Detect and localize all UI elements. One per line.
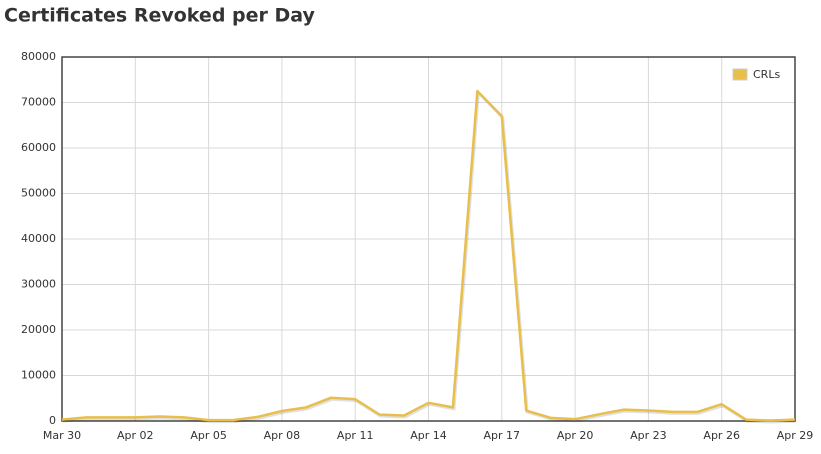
y-tick-label: 70000 <box>21 96 56 109</box>
plot-frame <box>61 56 796 422</box>
x-tick-label: Apr 23 <box>630 429 667 442</box>
y-tick-label: 30000 <box>21 278 56 291</box>
legend-label: CRLs <box>753 68 780 81</box>
y-tick-label: 0 <box>49 414 56 427</box>
x-tick-label: Apr 11 <box>337 429 374 442</box>
y-tick-label: 80000 <box>21 50 56 63</box>
chart-title: Certificates Revoked per Day <box>4 5 316 27</box>
series-line-shadow <box>62 89 797 424</box>
y-tick-label: 10000 <box>21 369 56 382</box>
x-tick-label: Apr 29 <box>777 429 814 442</box>
x-tick-label: Apr 05 <box>190 429 227 442</box>
y-tick-label: 20000 <box>21 323 56 336</box>
x-tick-label: Apr 08 <box>264 429 301 442</box>
x-tick-label: Mar 30 <box>43 429 81 442</box>
x-tick-label: Apr 17 <box>484 429 521 442</box>
series-line <box>61 89 796 422</box>
y-tick-label: 60000 <box>21 141 56 154</box>
x-tick-label: Apr 02 <box>117 429 154 442</box>
y-tick-label: 50000 <box>21 187 56 200</box>
x-tick-label: Apr 14 <box>410 429 447 442</box>
x-tick-label: Apr 20 <box>557 429 594 442</box>
legend-swatch <box>732 68 748 81</box>
x-tick-label: Apr 26 <box>703 429 740 442</box>
y-tick-label: 40000 <box>21 232 56 245</box>
